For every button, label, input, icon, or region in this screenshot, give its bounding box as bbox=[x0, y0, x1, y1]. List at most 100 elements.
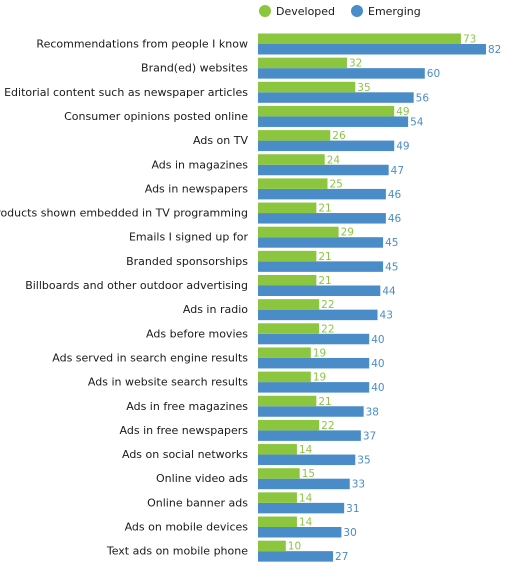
bar-emerging bbox=[258, 357, 370, 369]
bar-emerging bbox=[258, 140, 395, 152]
data-label-emerging: 46 bbox=[388, 213, 402, 225]
data-label-developed: 21 bbox=[318, 203, 331, 215]
bar-developed bbox=[258, 444, 297, 455]
category-label: Ads before movies bbox=[146, 327, 248, 340]
data-label-developed: 32 bbox=[349, 58, 362, 70]
bar-developed bbox=[258, 468, 300, 479]
bar-row: Billboards and other outdoor advertising… bbox=[25, 275, 396, 298]
bar-row: Ads in free newspapers 22 37 bbox=[120, 419, 376, 442]
category-label: Billboards and other outdoor advertising bbox=[25, 279, 248, 292]
bar-developed bbox=[258, 540, 286, 552]
data-label-emerging: 45 bbox=[385, 237, 398, 249]
category-label: Brand(ed) websites bbox=[141, 62, 248, 75]
data-label-developed: 21 bbox=[318, 275, 331, 287]
data-label-emerging: 38 bbox=[366, 406, 379, 418]
bar-emerging bbox=[258, 116, 409, 127]
bar-row: Ads before movies 22 40 bbox=[146, 323, 385, 346]
data-label-developed: 49 bbox=[396, 106, 409, 118]
bar-developed bbox=[258, 516, 297, 527]
bar-emerging bbox=[258, 502, 345, 514]
bar-emerging bbox=[258, 406, 364, 417]
legend-label-developed: Developed bbox=[276, 5, 335, 18]
bar-emerging bbox=[258, 213, 386, 224]
category-label: Ads in website search results bbox=[88, 376, 248, 389]
data-label-developed: 15 bbox=[302, 468, 315, 480]
data-label-emerging: 40 bbox=[371, 334, 384, 346]
bar-emerging bbox=[258, 237, 384, 248]
bar-row: Text ads on mobile phone 10 27 bbox=[106, 540, 348, 563]
data-label-developed: 19 bbox=[313, 372, 326, 384]
bar-emerging bbox=[258, 261, 384, 272]
data-label-emerging: 40 bbox=[371, 382, 384, 394]
bar-row: Ads in free magazines 21 38 bbox=[126, 395, 379, 418]
bar-row: Recommendations from people I know 73 82 bbox=[36, 33, 501, 56]
bar-developed bbox=[258, 81, 356, 93]
bar-row: Ads on social networks 14 35 bbox=[122, 444, 371, 467]
bar-developed bbox=[258, 105, 395, 117]
data-label-developed: 14 bbox=[299, 517, 313, 529]
data-label-developed: 21 bbox=[318, 396, 331, 408]
bar-emerging bbox=[258, 333, 370, 345]
category-label: Products shown embedded in TV programmin… bbox=[0, 207, 248, 220]
data-label-emerging: 82 bbox=[488, 44, 501, 56]
data-label-emerging: 33 bbox=[352, 479, 365, 491]
bar-emerging bbox=[258, 430, 361, 441]
bar-developed bbox=[258, 33, 461, 44]
bar-developed bbox=[258, 275, 317, 286]
data-label-emerging: 45 bbox=[385, 261, 398, 273]
category-label: Ads in free magazines bbox=[126, 400, 248, 413]
bar-developed bbox=[258, 154, 325, 165]
bar-row: Ads in website search results 19 40 bbox=[88, 371, 385, 394]
bar-emerging bbox=[258, 68, 425, 79]
bar-row: Ads in newspapers 25 46 bbox=[145, 178, 402, 201]
bar-developed bbox=[258, 57, 347, 69]
bar-developed bbox=[258, 323, 320, 334]
category-label: Ads on mobile devices bbox=[125, 521, 249, 534]
category-label: Ads in radio bbox=[183, 303, 248, 316]
bar-row: Online video ads 15 33 bbox=[156, 468, 365, 491]
category-label: Editorial content such as newspaper arti… bbox=[4, 86, 248, 99]
bar-row: Branded sponsorships 21 45 bbox=[126, 250, 398, 273]
bar-developed bbox=[258, 347, 311, 358]
data-label-emerging: 56 bbox=[416, 92, 430, 104]
category-label: Emails I signed up for bbox=[129, 231, 249, 244]
category-label: Online video ads bbox=[156, 472, 248, 485]
data-label-emerging: 43 bbox=[380, 310, 393, 322]
data-label-emerging: 60 bbox=[427, 68, 440, 80]
data-label-emerging: 30 bbox=[343, 527, 356, 539]
category-label: Recommendations from people I know bbox=[36, 38, 248, 51]
legend-label-emerging: Emerging bbox=[368, 5, 421, 18]
bar-developed bbox=[258, 226, 339, 238]
category-label: Ads served in search engine results bbox=[52, 351, 248, 364]
bar-row: Brand(ed) websites 32 60 bbox=[141, 57, 440, 80]
data-label-developed: 22 bbox=[321, 299, 334, 311]
category-label: Ads on TV bbox=[193, 134, 248, 147]
data-label-emerging: 40 bbox=[371, 358, 384, 370]
data-label-emerging: 44 bbox=[382, 286, 396, 298]
data-label-developed: 25 bbox=[330, 178, 343, 190]
data-label-emerging: 31 bbox=[346, 503, 359, 515]
category-label: Consumer opinions posted online bbox=[64, 110, 248, 123]
bar-emerging bbox=[258, 188, 386, 200]
bar-developed bbox=[258, 371, 311, 383]
bar-row: Online banner ads 14 31 bbox=[147, 492, 360, 515]
data-label-developed: 14 bbox=[299, 444, 313, 456]
bar-row: Emails I signed up for 29 45 bbox=[129, 226, 398, 249]
bar-developed bbox=[258, 299, 320, 310]
bar-rows: Recommendations from people I know 73 82 Br… bbox=[0, 33, 501, 563]
category-label: Text ads on mobile phone bbox=[106, 545, 248, 558]
category-label: Ads in magazines bbox=[151, 158, 248, 171]
category-label: Ads in free newspapers bbox=[120, 424, 249, 437]
category-label: Ads in newspapers bbox=[145, 182, 249, 195]
bar-row: Products shown embedded in TV programmin… bbox=[0, 202, 402, 225]
bar-emerging bbox=[258, 551, 334, 562]
bar-row: Ads served in search engine results 19 40 bbox=[52, 347, 385, 370]
data-label-developed: 35 bbox=[357, 82, 370, 94]
bar-developed bbox=[258, 178, 328, 189]
category-label: Branded sponsorships bbox=[126, 255, 248, 268]
data-label-developed: 19 bbox=[313, 347, 326, 359]
bar-emerging bbox=[258, 44, 486, 55]
data-label-emerging: 47 bbox=[391, 165, 404, 177]
data-label-developed: 29 bbox=[341, 227, 354, 239]
